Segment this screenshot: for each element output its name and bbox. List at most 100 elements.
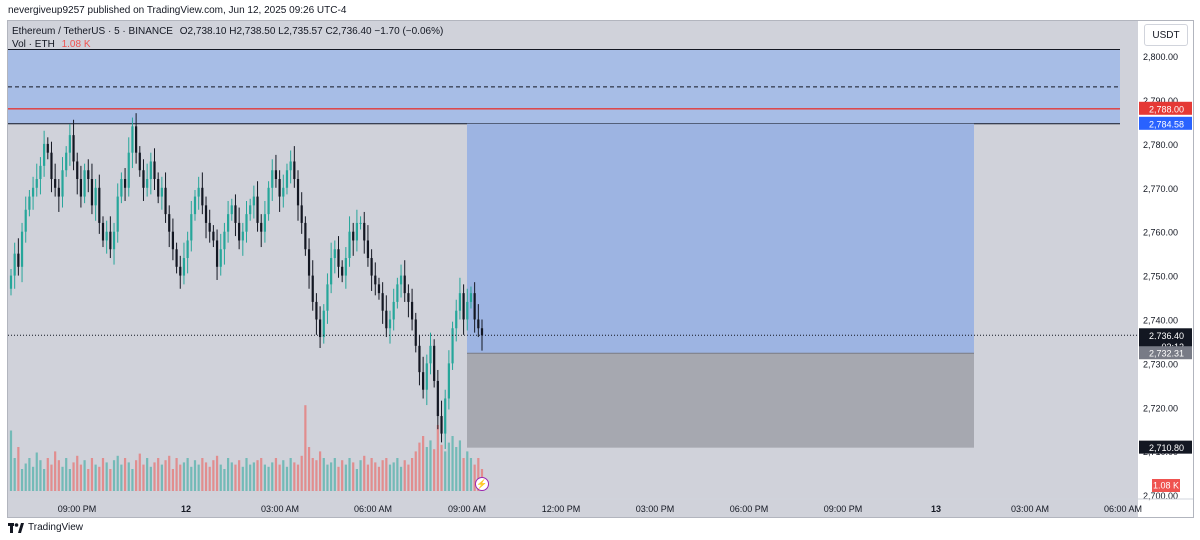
candle-body[interactable]	[458, 293, 462, 311]
candle-body[interactable]	[330, 258, 333, 285]
legend-symbol[interactable]: Ethereum / TetherUS · 5 · BINANCE	[12, 26, 173, 37]
candle-body[interactable]	[311, 275, 314, 302]
candle-body[interactable]	[87, 170, 90, 180]
candle-body[interactable]	[61, 170, 64, 197]
candle-body[interactable]	[31, 187, 35, 197]
candle-body[interactable]	[396, 284, 399, 302]
candle-body[interactable]	[252, 196, 255, 206]
candle-body[interactable]	[410, 301, 414, 320]
candle-body[interactable]	[462, 293, 465, 320]
position-target-zone[interactable]	[467, 123, 974, 354]
candle-body[interactable]	[296, 179, 300, 206]
candle-body[interactable]	[315, 301, 318, 320]
candle-body[interactable]	[238, 222, 241, 241]
candle-body[interactable]	[57, 187, 60, 197]
candle-body[interactable]	[186, 240, 189, 259]
candle-body[interactable]	[385, 310, 388, 329]
candle-body[interactable]	[72, 135, 75, 162]
candle-body[interactable]	[422, 372, 425, 390]
candle-body[interactable]	[226, 214, 230, 232]
candle-body[interactable]	[83, 170, 86, 197]
candle-body[interactable]	[337, 249, 340, 267]
candle-body[interactable]	[160, 187, 163, 197]
candle-body[interactable]	[241, 231, 244, 241]
candle-body[interactable]	[388, 319, 392, 329]
candle-body[interactable]	[271, 170, 274, 188]
candle-body[interactable]	[307, 249, 311, 276]
candle-body[interactable]	[182, 258, 186, 276]
candle-body[interactable]	[256, 196, 259, 223]
candle-body[interactable]	[17, 253, 20, 267]
candle-body[interactable]	[123, 179, 127, 188]
candle-body[interactable]	[50, 152, 53, 180]
candle-body[interactable]	[230, 205, 233, 215]
candle-body[interactable]	[127, 152, 130, 188]
candle-body[interactable]	[76, 161, 79, 180]
candle-body[interactable]	[157, 179, 160, 197]
candle-body[interactable]	[399, 275, 403, 285]
candle-body[interactable]	[318, 319, 322, 338]
candle-body[interactable]	[267, 187, 270, 215]
candle-body[interactable]	[54, 179, 57, 188]
candle-body[interactable]	[46, 143, 49, 153]
candle-body[interactable]	[9, 275, 13, 289]
candle-body[interactable]	[101, 222, 105, 241]
candle-body[interactable]	[179, 266, 182, 276]
candle-body[interactable]	[112, 231, 116, 250]
candle-body[interactable]	[473, 293, 476, 320]
candle-body[interactable]	[278, 179, 281, 197]
candle-body[interactable]	[425, 363, 428, 390]
candle-body[interactable]	[451, 328, 454, 364]
candle-body[interactable]	[212, 231, 215, 241]
candle-body[interactable]	[153, 161, 156, 180]
candle-body[interactable]	[116, 196, 119, 232]
candle-body[interactable]	[39, 165, 42, 180]
candle-body[interactable]	[377, 284, 381, 294]
candle-body[interactable]	[260, 222, 263, 232]
candle-body[interactable]	[223, 231, 226, 250]
candle-body[interactable]	[414, 319, 417, 346]
position-stop-zone[interactable]	[467, 353, 974, 448]
lightning-event-icon[interactable]: ⚡	[475, 477, 489, 491]
candle-body[interactable]	[249, 205, 252, 215]
candle-body[interactable]	[204, 205, 208, 223]
candle-body[interactable]	[348, 231, 351, 259]
candle-body[interactable]	[433, 345, 436, 381]
candle-body[interactable]	[447, 363, 450, 399]
candle-body[interactable]	[65, 152, 68, 171]
candle-body[interactable]	[164, 187, 167, 215]
candle-body[interactable]	[341, 266, 344, 276]
candle-body[interactable]	[477, 319, 480, 329]
candle-body[interactable]	[381, 293, 384, 311]
candle-body[interactable]	[171, 231, 175, 250]
candle-body[interactable]	[201, 187, 204, 206]
candle-body[interactable]	[197, 187, 200, 197]
candle-body[interactable]	[219, 249, 222, 267]
candle-body[interactable]	[131, 126, 134, 153]
candle-body[interactable]	[355, 222, 358, 241]
candle-body[interactable]	[289, 161, 292, 171]
candle-body[interactable]	[146, 179, 149, 188]
candle-body[interactable]	[79, 179, 83, 197]
candle-body[interactable]	[24, 209, 27, 232]
candle-body[interactable]	[35, 179, 38, 188]
candle-body[interactable]	[480, 328, 484, 336]
candle-body[interactable]	[274, 170, 278, 180]
candle-body[interactable]	[429, 345, 432, 364]
candle-body[interactable]	[282, 187, 285, 197]
candle-body[interactable]	[322, 310, 325, 338]
candle-body[interactable]	[208, 222, 211, 232]
candle-body[interactable]	[68, 135, 71, 153]
candle-body[interactable]	[326, 284, 329, 311]
candle-body[interactable]	[363, 222, 366, 241]
candle-body[interactable]	[466, 301, 469, 320]
candle-body[interactable]	[370, 258, 373, 276]
candle-body[interactable]	[352, 231, 355, 241]
candle-body[interactable]	[193, 196, 197, 215]
currency-button[interactable]: USDT	[1144, 24, 1188, 46]
candle-body[interactable]	[28, 196, 31, 210]
candle-body[interactable]	[120, 179, 123, 197]
candle-body[interactable]	[245, 214, 248, 232]
candle-body[interactable]	[135, 126, 138, 153]
candle-body[interactable]	[168, 214, 171, 232]
